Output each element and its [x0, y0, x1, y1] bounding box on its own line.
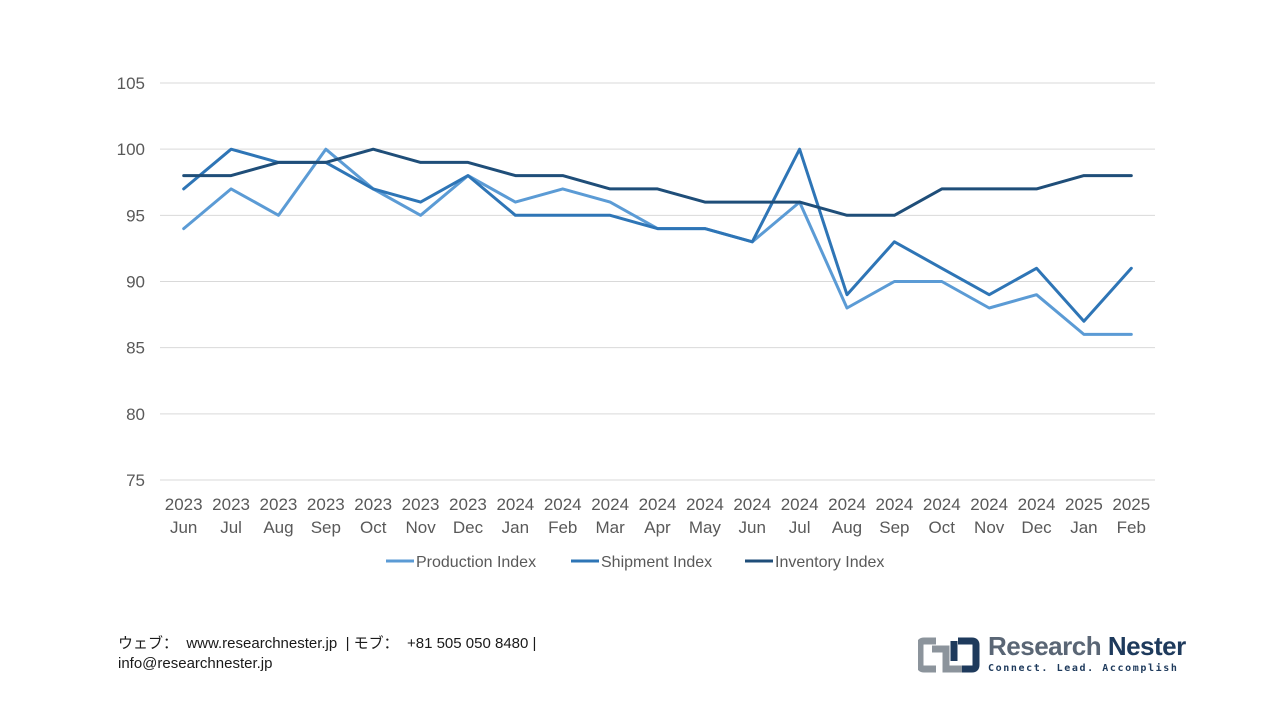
- x-tick-label-month: Dec: [453, 518, 484, 537]
- series-line-shipment-index: [182, 147, 1133, 323]
- x-tick-label-year: 2024: [828, 495, 866, 514]
- footer-email: info@researchnester.jp: [118, 655, 273, 672]
- x-tick-label-year: 2023: [307, 495, 345, 514]
- logo-name-research: Research: [988, 631, 1102, 661]
- y-tick-label: 85: [126, 339, 145, 358]
- x-tick-label-month: Feb: [1117, 518, 1146, 537]
- x-tick-label-month: Oct: [929, 518, 956, 537]
- x-tick-label-month: Dec: [1021, 518, 1052, 537]
- x-tick-label-year: 2023: [212, 495, 250, 514]
- legend-label: Shipment Index: [601, 554, 712, 571]
- x-tick-label-year: 2024: [496, 495, 534, 514]
- series-line-production-index: [182, 147, 1133, 336]
- legend-label: Inventory Index: [775, 554, 884, 571]
- y-tick-label: 75: [126, 471, 145, 490]
- x-tick-label-year: 2024: [923, 495, 961, 514]
- x-tick-label-month: Aug: [832, 518, 862, 537]
- x-tick-label-year: 2025: [1112, 495, 1150, 514]
- x-tick-label-year: 2023: [165, 495, 203, 514]
- y-tick-label: 95: [126, 206, 145, 225]
- x-tick-label-month: Sep: [879, 518, 909, 537]
- x-tick-label-year: 2023: [354, 495, 392, 514]
- x-tick-label-month: Nov: [974, 518, 1005, 537]
- y-tick-label: 90: [126, 273, 145, 292]
- legend-label: Production Index: [416, 554, 536, 571]
- x-tick-label-year: 2025: [1065, 495, 1103, 514]
- x-tick-label-year: 2023: [260, 495, 298, 514]
- legend: Production Index Shipment Index Inventory …: [386, 554, 884, 571]
- x-tick-label-month: May: [689, 518, 722, 537]
- x-tick-label-month: Nov: [405, 518, 436, 537]
- logo-tagline: Connect. Lead. Accomplish: [988, 663, 1179, 674]
- x-tick-label-month: Jul: [789, 518, 811, 537]
- contact-footer: ウェブ： www.researchnester.jp | モブ： +81 505…: [118, 634, 536, 674]
- x-tick-label-month: Jan: [1070, 518, 1097, 537]
- x-tick-label-month: Jan: [502, 518, 529, 537]
- logo-mark-icon: [918, 637, 980, 673]
- x-tick-label-month: Feb: [548, 518, 577, 537]
- y-axis-ticks: 75 80 85 90 95 100 105: [117, 74, 145, 490]
- x-tick-label-month: Jul: [220, 518, 242, 537]
- x-tick-label-year: 2024: [875, 495, 913, 514]
- y-tick-label: 105: [117, 74, 145, 93]
- x-tick-label-month: Jun: [170, 518, 197, 537]
- x-tick-label-month: Jun: [739, 518, 766, 537]
- x-tick-label-year: 2024: [781, 495, 819, 514]
- logo-name: Research Nester: [988, 631, 1186, 662]
- x-tick-label-month: Apr: [644, 518, 671, 537]
- research-nester-logo: Research Nester Connect. Lead. Accomplis…: [918, 631, 1186, 677]
- x-tick-label-year: 2023: [402, 495, 440, 514]
- x-tick-label-year: 2024: [733, 495, 771, 514]
- x-tick-label-month: Aug: [263, 518, 293, 537]
- y-tick-label: 80: [126, 405, 145, 424]
- x-tick-label-month: Sep: [311, 518, 341, 537]
- x-tick-label-year: 2024: [970, 495, 1008, 514]
- x-tick-label-year: 2024: [639, 495, 677, 514]
- y-tick-label: 100: [117, 140, 145, 159]
- footer-contact-line: ウェブ： www.researchnester.jp | モブ： +81 505…: [118, 635, 537, 652]
- series-line-inventory-index: [182, 147, 1133, 217]
- x-axis-ticks: 2023 Jun 2023 Jul 2023 Aug 2023 Sep 2023 Oct 2023 N…: [165, 495, 1150, 537]
- series-lines: [182, 147, 1133, 336]
- logo-name-nester: Nester: [1107, 631, 1186, 661]
- x-tick-label-year: 2023: [449, 495, 487, 514]
- x-tick-label-month: Mar: [595, 518, 625, 537]
- x-tick-label-month: Oct: [360, 518, 387, 537]
- x-tick-label-year: 2024: [1018, 495, 1056, 514]
- x-tick-label-year: 2024: [591, 495, 629, 514]
- gridlines: [160, 82, 1155, 481]
- x-tick-label-year: 2024: [544, 495, 582, 514]
- x-tick-label-year: 2024: [686, 495, 724, 514]
